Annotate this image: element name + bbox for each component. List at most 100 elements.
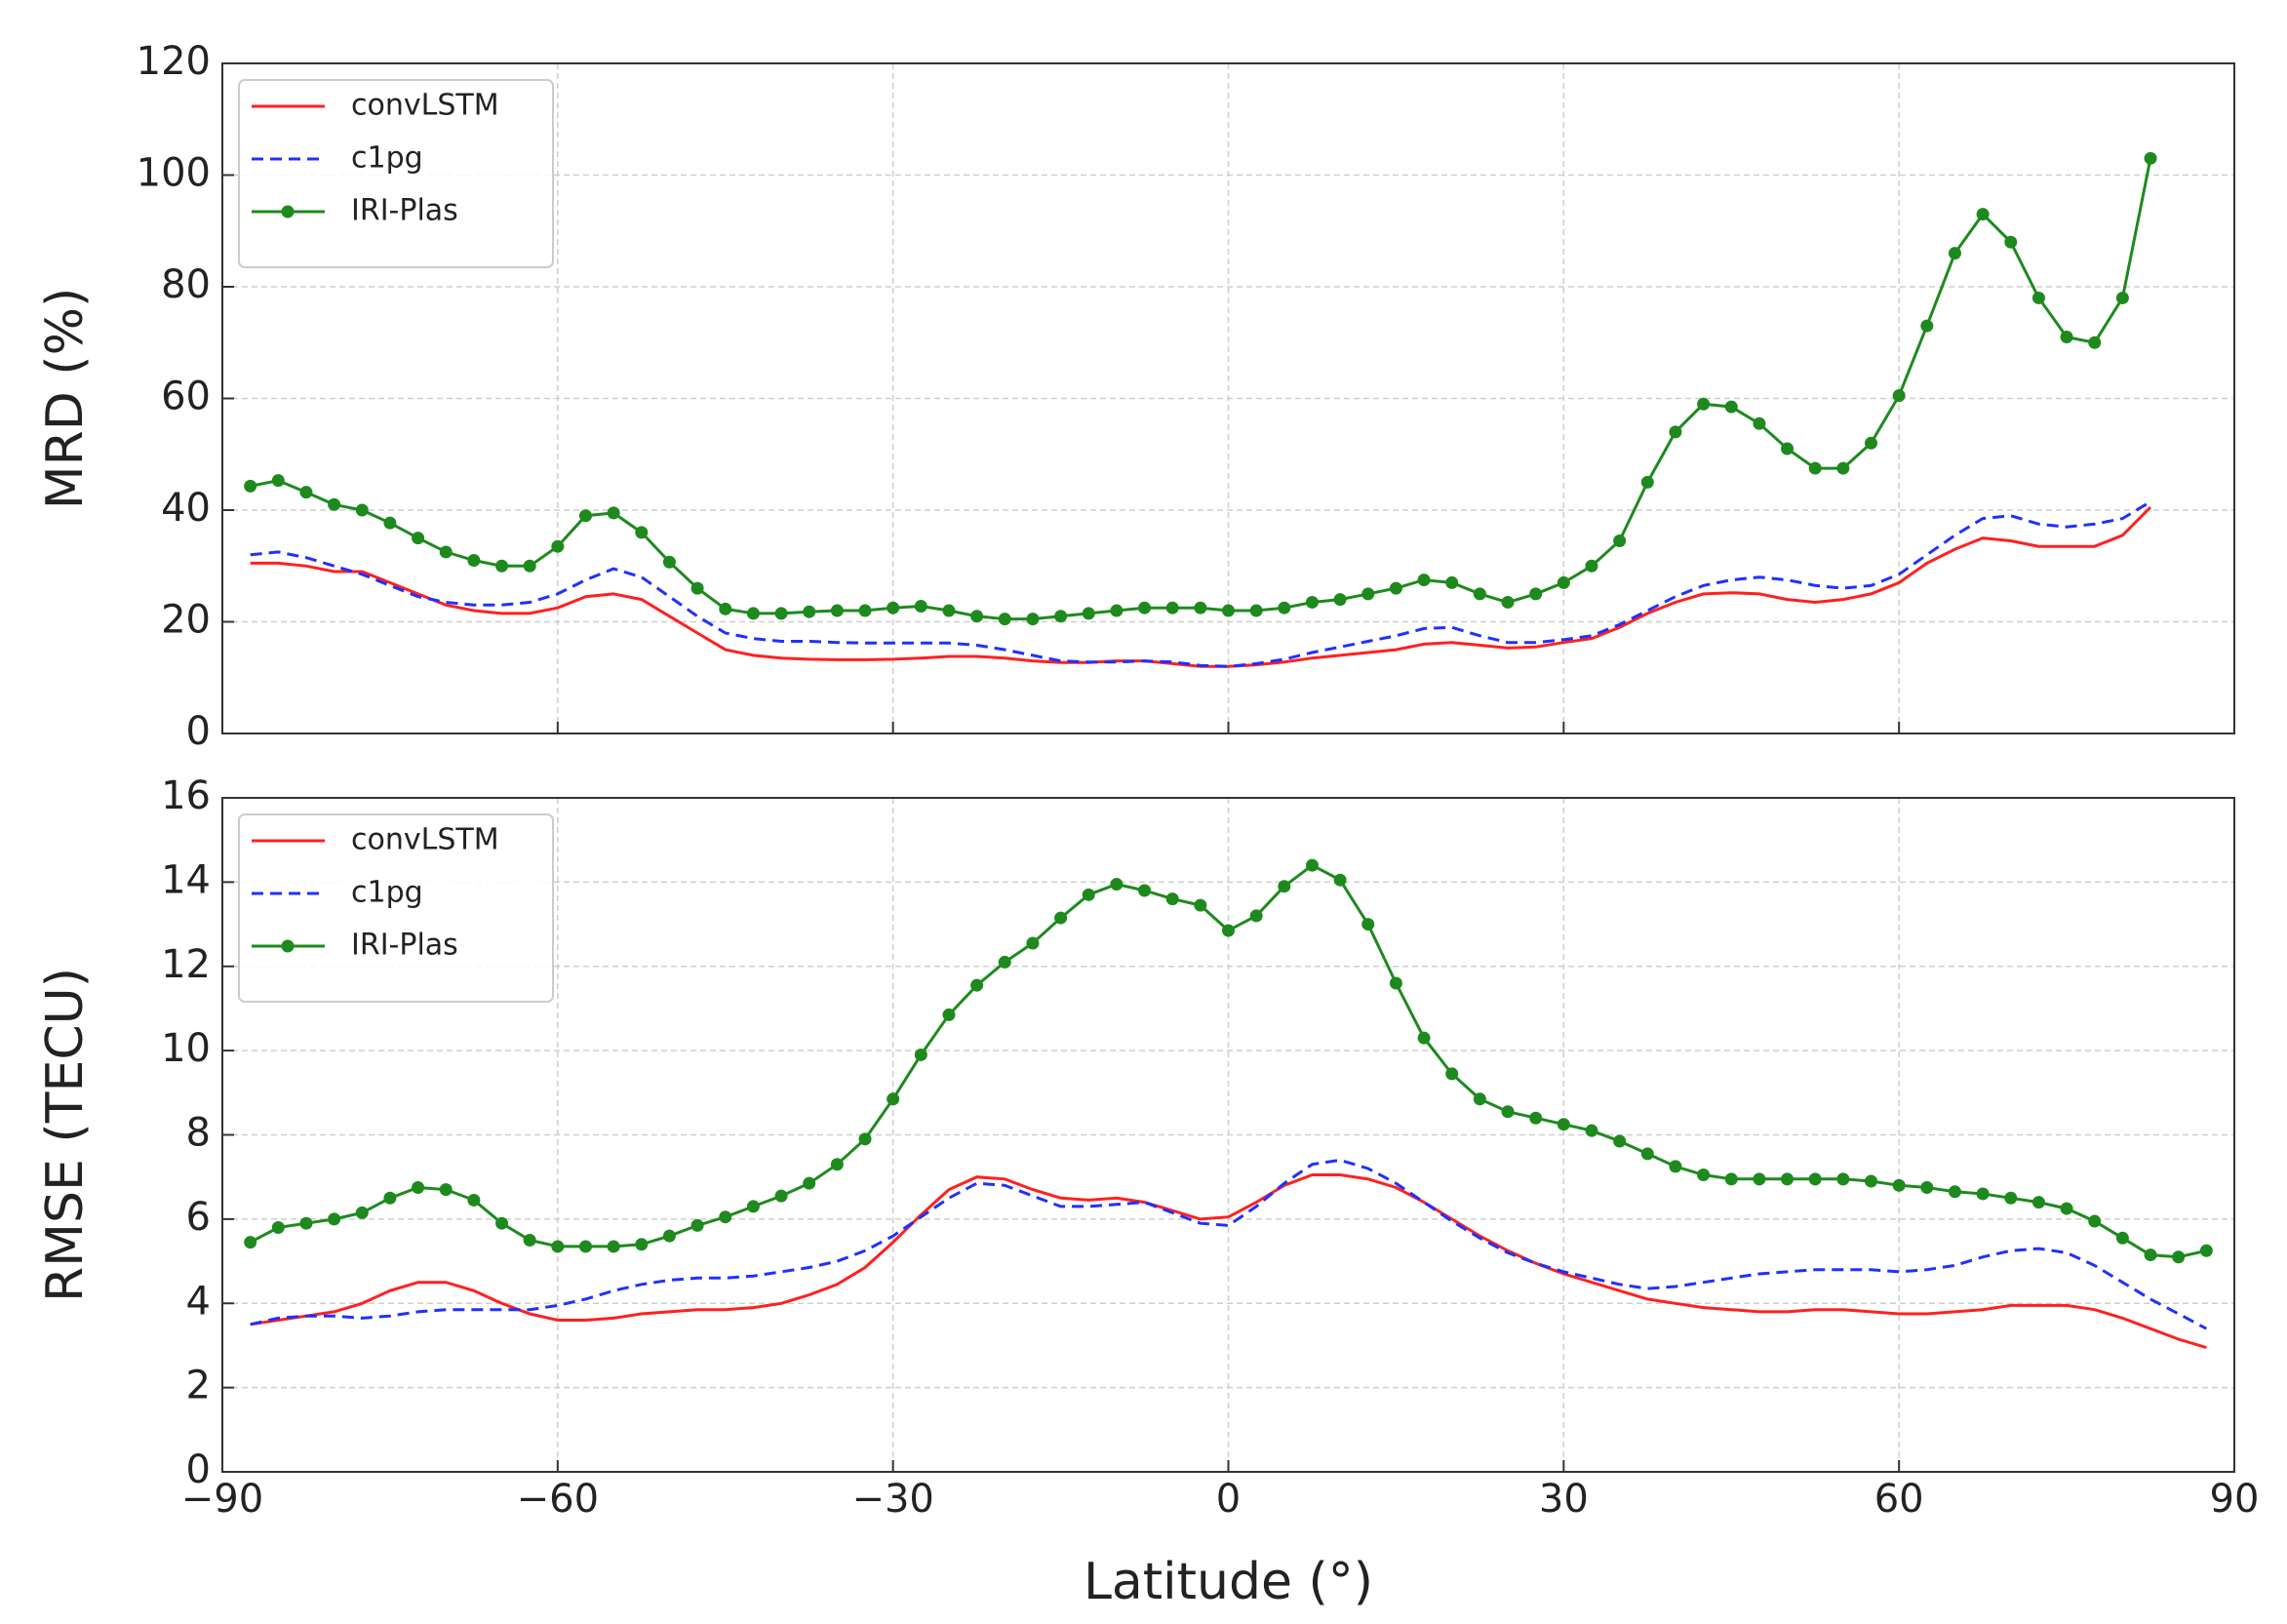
data-point (439, 545, 453, 559)
data-point (1669, 1160, 1682, 1173)
y-tick-label: 60 (161, 375, 211, 419)
data-point (662, 555, 676, 569)
y-tick-label: 100 (137, 151, 211, 196)
data-point (914, 1048, 927, 1061)
data-point (774, 607, 788, 620)
data-point (1836, 1172, 1850, 1186)
x-tick-label: 90 (2210, 1477, 2260, 1522)
data-point (355, 1206, 369, 1219)
data-point (523, 1233, 536, 1247)
data-point (271, 474, 285, 488)
data-point (383, 1191, 397, 1205)
data-point (412, 532, 425, 545)
data-point (523, 559, 536, 573)
data-point (1389, 976, 1402, 990)
legend-marker (281, 205, 295, 218)
data-point (551, 1240, 565, 1253)
data-point (1501, 595, 1515, 609)
data-point (2199, 1244, 2213, 1257)
data-point (2088, 336, 2102, 349)
data-point (1249, 604, 1263, 617)
data-point (607, 1240, 620, 1253)
data-point (2031, 291, 2045, 304)
data-point (1222, 924, 1235, 937)
legend-label: convLSTM (351, 89, 499, 123)
data-point (1865, 1174, 1878, 1188)
y-tick-label: 80 (161, 262, 211, 307)
data-point (1781, 442, 1794, 456)
legend-box (238, 79, 554, 268)
data-point (1948, 1185, 1961, 1199)
y-tick-label: 8 (186, 1111, 211, 1156)
y-axis-label: RMSE (TECU) (36, 968, 95, 1302)
data-point (1305, 858, 1319, 872)
data-point (2031, 1196, 2045, 1209)
data-point (1165, 601, 1179, 614)
data-point (1976, 1187, 1990, 1201)
data-point (328, 497, 341, 511)
data-point (1557, 575, 1570, 589)
data-point (719, 1210, 732, 1224)
data-point (355, 503, 369, 517)
x-axis-label: Latitude (°) (1084, 1553, 1373, 1611)
data-point (1920, 1180, 1934, 1194)
data-point (1808, 1172, 1822, 1186)
data-point (2060, 331, 2073, 344)
data-point (803, 605, 816, 618)
legend-label: c1pg (351, 141, 423, 176)
data-point (1473, 587, 1486, 601)
data-point (887, 1092, 900, 1106)
data-point (914, 599, 927, 613)
data-point (830, 604, 844, 617)
data-point (467, 1193, 481, 1207)
data-point (1361, 587, 1375, 601)
data-point (299, 486, 313, 499)
data-point (1110, 878, 1124, 891)
data-point (1026, 613, 1040, 626)
data-point (1892, 1178, 1906, 1192)
data-point (1333, 873, 1347, 887)
data-point (578, 1240, 592, 1253)
data-point (271, 1221, 285, 1235)
y-tick-label: 4 (186, 1279, 211, 1324)
y-tick-label: 16 (161, 773, 211, 818)
data-point (662, 1229, 676, 1243)
data-point (1082, 888, 1095, 901)
data-point (607, 506, 620, 520)
data-point (2115, 291, 2129, 304)
data-point (1249, 909, 1263, 923)
data-point (1417, 574, 1431, 587)
data-point (1054, 911, 1068, 925)
y-tick-label: 120 (137, 39, 211, 84)
data-point (1920, 319, 1934, 333)
x-tick-label: 0 (1216, 1477, 1241, 1522)
data-point (1724, 1172, 1738, 1186)
data-point (1194, 601, 1207, 614)
data-point (1110, 604, 1124, 617)
data-point (1194, 898, 1207, 912)
y-tick-label: 12 (161, 942, 211, 987)
data-point (970, 978, 984, 992)
data-point (1697, 1168, 1711, 1182)
data-point (2004, 1191, 2018, 1205)
x-tick-label: 30 (1539, 1477, 1589, 1522)
data-point (1361, 918, 1375, 931)
data-point (1613, 1134, 1627, 1148)
data-point (244, 479, 257, 493)
x-tick-label: −90 (181, 1477, 263, 1522)
data-point (578, 509, 592, 523)
data-point (1445, 575, 1459, 589)
x-tick-label: 60 (1874, 1477, 1924, 1522)
data-point (1529, 587, 1543, 601)
data-point (1138, 884, 1152, 897)
data-point (1417, 1031, 1431, 1045)
data-point (1640, 1147, 1654, 1161)
data-point (1165, 892, 1179, 906)
plot-frame (221, 797, 2235, 1473)
data-point (719, 602, 732, 615)
legend-label: IRI-Plas (351, 194, 458, 228)
y-tick-label: 10 (161, 1026, 211, 1071)
data-point (1278, 880, 1291, 893)
data-point (467, 554, 481, 568)
